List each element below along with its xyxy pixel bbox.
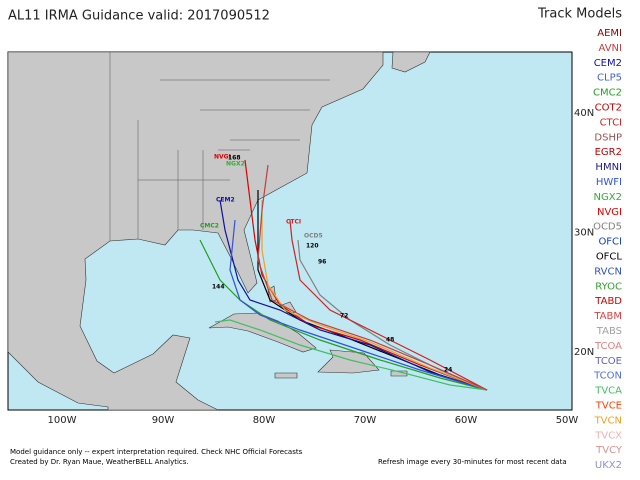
north-america: [7, 51, 384, 411]
hour-label: 24: [444, 367, 452, 374]
footer-note: Model guidance only -- expert interpreta…: [10, 448, 303, 456]
legend-entry: TABM: [593, 311, 622, 322]
legend-entry: TVCX: [594, 430, 622, 441]
track: [219, 199, 488, 391]
tracks: [199, 159, 488, 391]
legend: AEMI AVNI CEM2 CLP5 CMC2 COT2 CTCI DSHP EGR2 HMNI…: [593, 28, 623, 471]
lat-label: 30N: [574, 228, 594, 239]
legend-entry: TABD: [594, 296, 622, 307]
lon-label: 50W: [556, 415, 579, 426]
legend-entry: COT2: [595, 103, 622, 114]
hour-label: 144: [212, 284, 225, 291]
legend-entry: CEM2: [594, 58, 622, 69]
map-labels: CTCI NVGI CEM2 NGX2 OCD5 CMC2 168 144 12…: [200, 154, 452, 374]
model-tag: CTCI: [286, 219, 301, 226]
legend-entry: OFCL: [596, 252, 623, 263]
legend-entry: TVCA: [594, 386, 622, 397]
lon-label: 90W: [152, 415, 175, 426]
legend-entry: UKX2: [595, 460, 622, 471]
cuba: [208, 312, 317, 353]
track: [229, 219, 488, 391]
lat-label: 20N: [574, 347, 594, 358]
legend-entry: TCON: [593, 371, 622, 382]
nova-scotia: [391, 51, 431, 73]
legend-entry: RYOC: [595, 281, 622, 292]
track: [257, 164, 488, 391]
lon-label: 60W: [455, 415, 478, 426]
track: [244, 159, 488, 391]
hour-label: 48: [386, 337, 394, 344]
model-tag: CEM2: [216, 197, 235, 204]
map-panel: CTCI NVGI CEM2 NGX2 OCD5 CMC2 168 144 12…: [7, 51, 573, 411]
hour-label: 96: [318, 259, 326, 266]
lon-label: 80W: [253, 415, 276, 426]
state-borders: [109, 52, 330, 241]
legend-entry: CMC2: [593, 88, 622, 99]
legend-entry: CTCI: [600, 117, 622, 128]
title: AL11 IRMA Guidance valid: 2017090512: [8, 9, 270, 24]
lon-label: 70W: [354, 415, 377, 426]
legend-entry: NGX2: [594, 192, 622, 203]
legend-entry: HMNI: [595, 162, 622, 173]
track: [199, 239, 488, 391]
legend-entry: RVCN: [594, 266, 622, 277]
legend-entry: TVCY: [595, 445, 623, 456]
legend-entry: NVGI: [597, 207, 622, 218]
axis-labels: 100W 90W 80W 70W 60W 50W 40N 30N 20N: [48, 108, 595, 426]
legend-entry: TABS: [596, 326, 622, 337]
legend-entry: DSHP: [594, 132, 622, 143]
hour-label: 120: [306, 243, 319, 250]
hour-label: 72: [340, 313, 348, 320]
model-tag: OCD5: [304, 233, 323, 240]
legend-entry: EGR2: [595, 147, 622, 158]
legend-entry: TCOA: [594, 341, 622, 352]
legend-entry: TCOE: [594, 356, 622, 367]
track: [289, 219, 488, 391]
lon-label: 100W: [48, 415, 77, 426]
legend-entry: OFCI: [598, 237, 622, 248]
legend-entry: AEMI: [597, 28, 622, 39]
track: [261, 200, 488, 391]
model-tag: NGX2: [226, 161, 245, 168]
legend-entry: CLP5: [597, 73, 622, 84]
legend-entry: TVCN: [594, 415, 622, 426]
track: [214, 319, 488, 391]
lat-label: 40N: [574, 108, 594, 119]
footer-credit: Created by Dr. Ryan Maue, WeatherBELL An…: [10, 458, 189, 466]
hispaniola: [317, 349, 380, 374]
footer-refresh: Refresh image every 30-minutes for most …: [378, 458, 567, 466]
model-tag: NVGI: [214, 154, 231, 161]
legend-entry: HWFI: [596, 177, 622, 188]
legend-entry: TVCE: [595, 401, 622, 412]
legend-title: Track Models: [537, 7, 622, 22]
model-tag: CMC2: [200, 223, 219, 230]
legend-entry: OCD5: [593, 222, 622, 233]
jamaica: [274, 372, 298, 379]
hour-label: 168: [228, 155, 241, 162]
legend-entry: AVNI: [599, 43, 622, 54]
